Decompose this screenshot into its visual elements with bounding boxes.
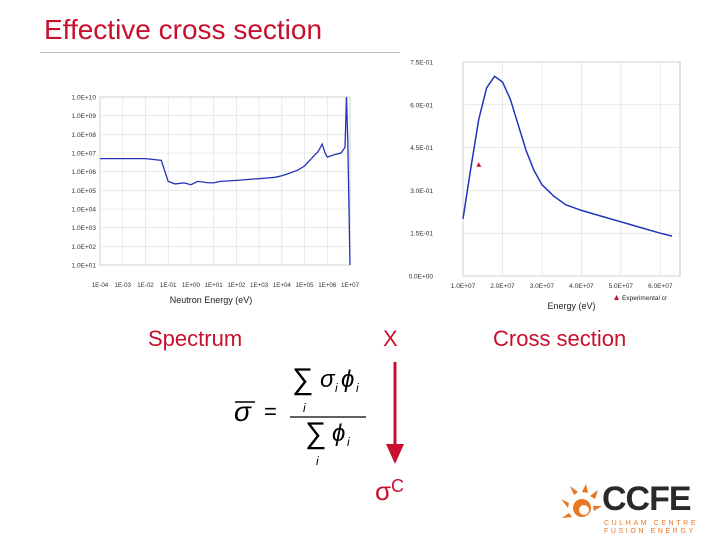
cross-section-x-tick-label: 5.0E+07: [609, 283, 634, 290]
formula-numerator-flux-index: i: [356, 381, 359, 395]
ccfe-logo: CCFE CULHAM CENTRE FUSION ENERGY: [560, 478, 710, 535]
spectrum-x-tick-label: 1E+05: [296, 282, 315, 289]
spectrum-x-tick-label: 1E-02: [137, 282, 154, 289]
page-title: Effective cross section: [44, 14, 323, 45]
spectrum-x-tick-label: 1E+04: [273, 282, 292, 289]
result-sigma: σ: [375, 476, 392, 506]
formula-denominator-sum: ∑: [305, 417, 326, 450]
result-subscript: C: [391, 476, 405, 496]
spectrum-x-tick-label: 1E+07: [341, 282, 360, 289]
formula-equals: =: [264, 399, 277, 424]
spectrum-y-tick-label: 1.0E+05: [72, 188, 97, 195]
logo-line-1: CULHAM CENTRE: [604, 520, 699, 527]
spectrum-label: Spectrum: [148, 326, 243, 351]
spectrum-x-axis-label: Neutron Energy (eV): [170, 295, 253, 305]
spectrum-y-tick-label: 1.0E+06: [72, 169, 97, 176]
cross-section-y-tick-label: 7.5E-01: [410, 60, 433, 67]
spectrum-y-tick-label: 1.0E+03: [72, 225, 97, 232]
logo-name: CCFE: [602, 480, 692, 518]
spectrum-y-tick-label: 1.0E+07: [72, 151, 97, 158]
formula-numerator-sum: ∑: [292, 363, 313, 396]
cross-section-y-tick-label: 6.0E-01: [410, 102, 433, 109]
legend-marker-experimental: [614, 295, 619, 300]
result-cross-section: σC: [375, 476, 404, 507]
formula-denominator-flux-index: i: [347, 435, 350, 449]
formula-denominator-index: i: [316, 454, 319, 468]
legend-label-experimental: Experimental cr: [622, 295, 668, 302]
sun-logo-icon: [561, 484, 602, 518]
times-label: X: [383, 326, 398, 351]
spectrum-chart: 1.0E+10 1.0E+09 1.0E+08 1.0E+07 1.0E+06 1.0E+…: [72, 95, 360, 306]
spectrum-y-tick-label: 1.0E+01: [72, 263, 97, 270]
cross-section-label: Cross section: [493, 326, 627, 351]
spectrum-y-tick-label: 1.0E+08: [72, 132, 97, 139]
cross-section-series-line: [462, 75, 673, 237]
effective-cross-section-formula: σ = ∑ i σ i ϕ i ∑ i ϕ i: [234, 363, 366, 468]
spectrum-x-tick-label: 1E+01: [205, 282, 224, 289]
cross-section-x-tick-label: 4.0E+07: [569, 283, 594, 290]
cross-section-x-tick-label: 3.0E+07: [530, 283, 555, 290]
formula-numerator-flux: ϕ: [341, 366, 354, 393]
cross-section-y-tick-label: 1.5E-01: [410, 231, 433, 238]
spectrum-x-tick-label: 1E+02: [227, 282, 246, 289]
spectrum-y-tick-label: 1.0E+04: [72, 207, 97, 214]
spectrum-x-tick-label: 1E+00: [182, 282, 201, 289]
cross-section-x-tick-label: 2.0E+07: [490, 283, 515, 290]
cross-section-y-tick-label: 3.0E-01: [410, 188, 433, 195]
title-divider: [40, 52, 400, 53]
spectrum-x-tick-label: 1E-01: [160, 282, 177, 289]
down-arrow-icon: [386, 362, 404, 464]
spectrum-x-tick-label: 1E-03: [114, 282, 131, 289]
cross-section-y-tick-label: 0.0E+00: [409, 274, 434, 281]
spectrum-y-tick-label: 1.0E+09: [72, 113, 97, 120]
spectrum-y-tick-label: 1.0E+02: [72, 244, 97, 251]
spectrum-series-line: [100, 96, 351, 266]
formula-numerator-sigma: σ: [320, 366, 336, 393]
formula-denominator-flux: ϕ: [332, 420, 345, 447]
cross-section-chart: 7.5E-01 6.0E-01 4.5E-01 3.0E-01 1.5E-01 0.0E+…: [409, 60, 681, 311]
cross-section-x-axis-label: Energy (eV): [547, 301, 595, 311]
spectrum-x-tick-label: 1E+03: [250, 282, 269, 289]
cross-section-x-tick-label: 1.0E+07: [451, 283, 476, 290]
spectrum-x-tick-label: 1E-04: [92, 282, 109, 289]
logo-line-2: FUSION ENERGY: [604, 528, 696, 535]
experimental-data-point: [476, 162, 482, 167]
cross-section-y-tick-label: 4.5E-01: [410, 145, 433, 152]
formula-numerator-index: i: [303, 401, 306, 415]
formula-numerator-sigma-index: i: [335, 381, 338, 395]
spectrum-x-tick-label: 1E+06: [318, 282, 337, 289]
cross-section-x-tick-label: 6.0E+07: [648, 283, 673, 290]
cross-section-plot-area: [462, 61, 681, 277]
spectrum-y-tick-label: 1.0E+10: [72, 95, 97, 102]
formula-lhs-sigma: σ: [234, 396, 252, 427]
